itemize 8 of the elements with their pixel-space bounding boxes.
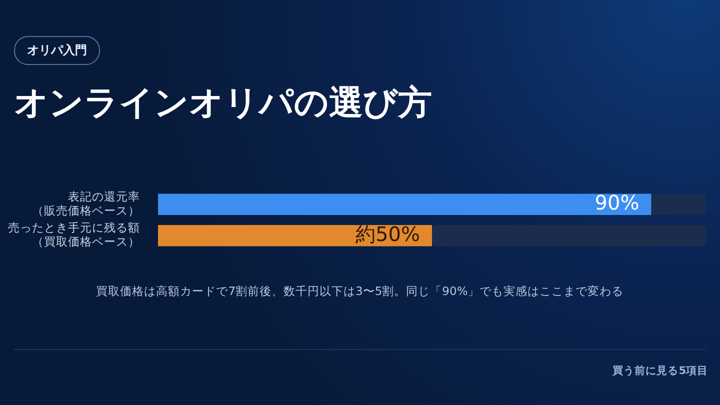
text: 買う前に見る5項目 xyxy=(612,364,708,378)
text: 買取価格は高額カードで7割前後、数千円以下は3〜5割。同じ「90%」でも実感はここまで変わる xyxy=(95,284,625,299)
chart-title: オンラインオリパの選び方 xyxy=(14,82,432,125)
text: オリパ入門 xyxy=(14,36,100,65)
y-tick-label: 表記の還元率（販売価格ベース） xyxy=(32,189,140,218)
data-label: 90% xyxy=(594,190,640,215)
y-tick-label: 売ったとき手元に残る額（買取価格ベース） xyxy=(8,220,140,248)
data-label: 約50% xyxy=(356,222,420,246)
